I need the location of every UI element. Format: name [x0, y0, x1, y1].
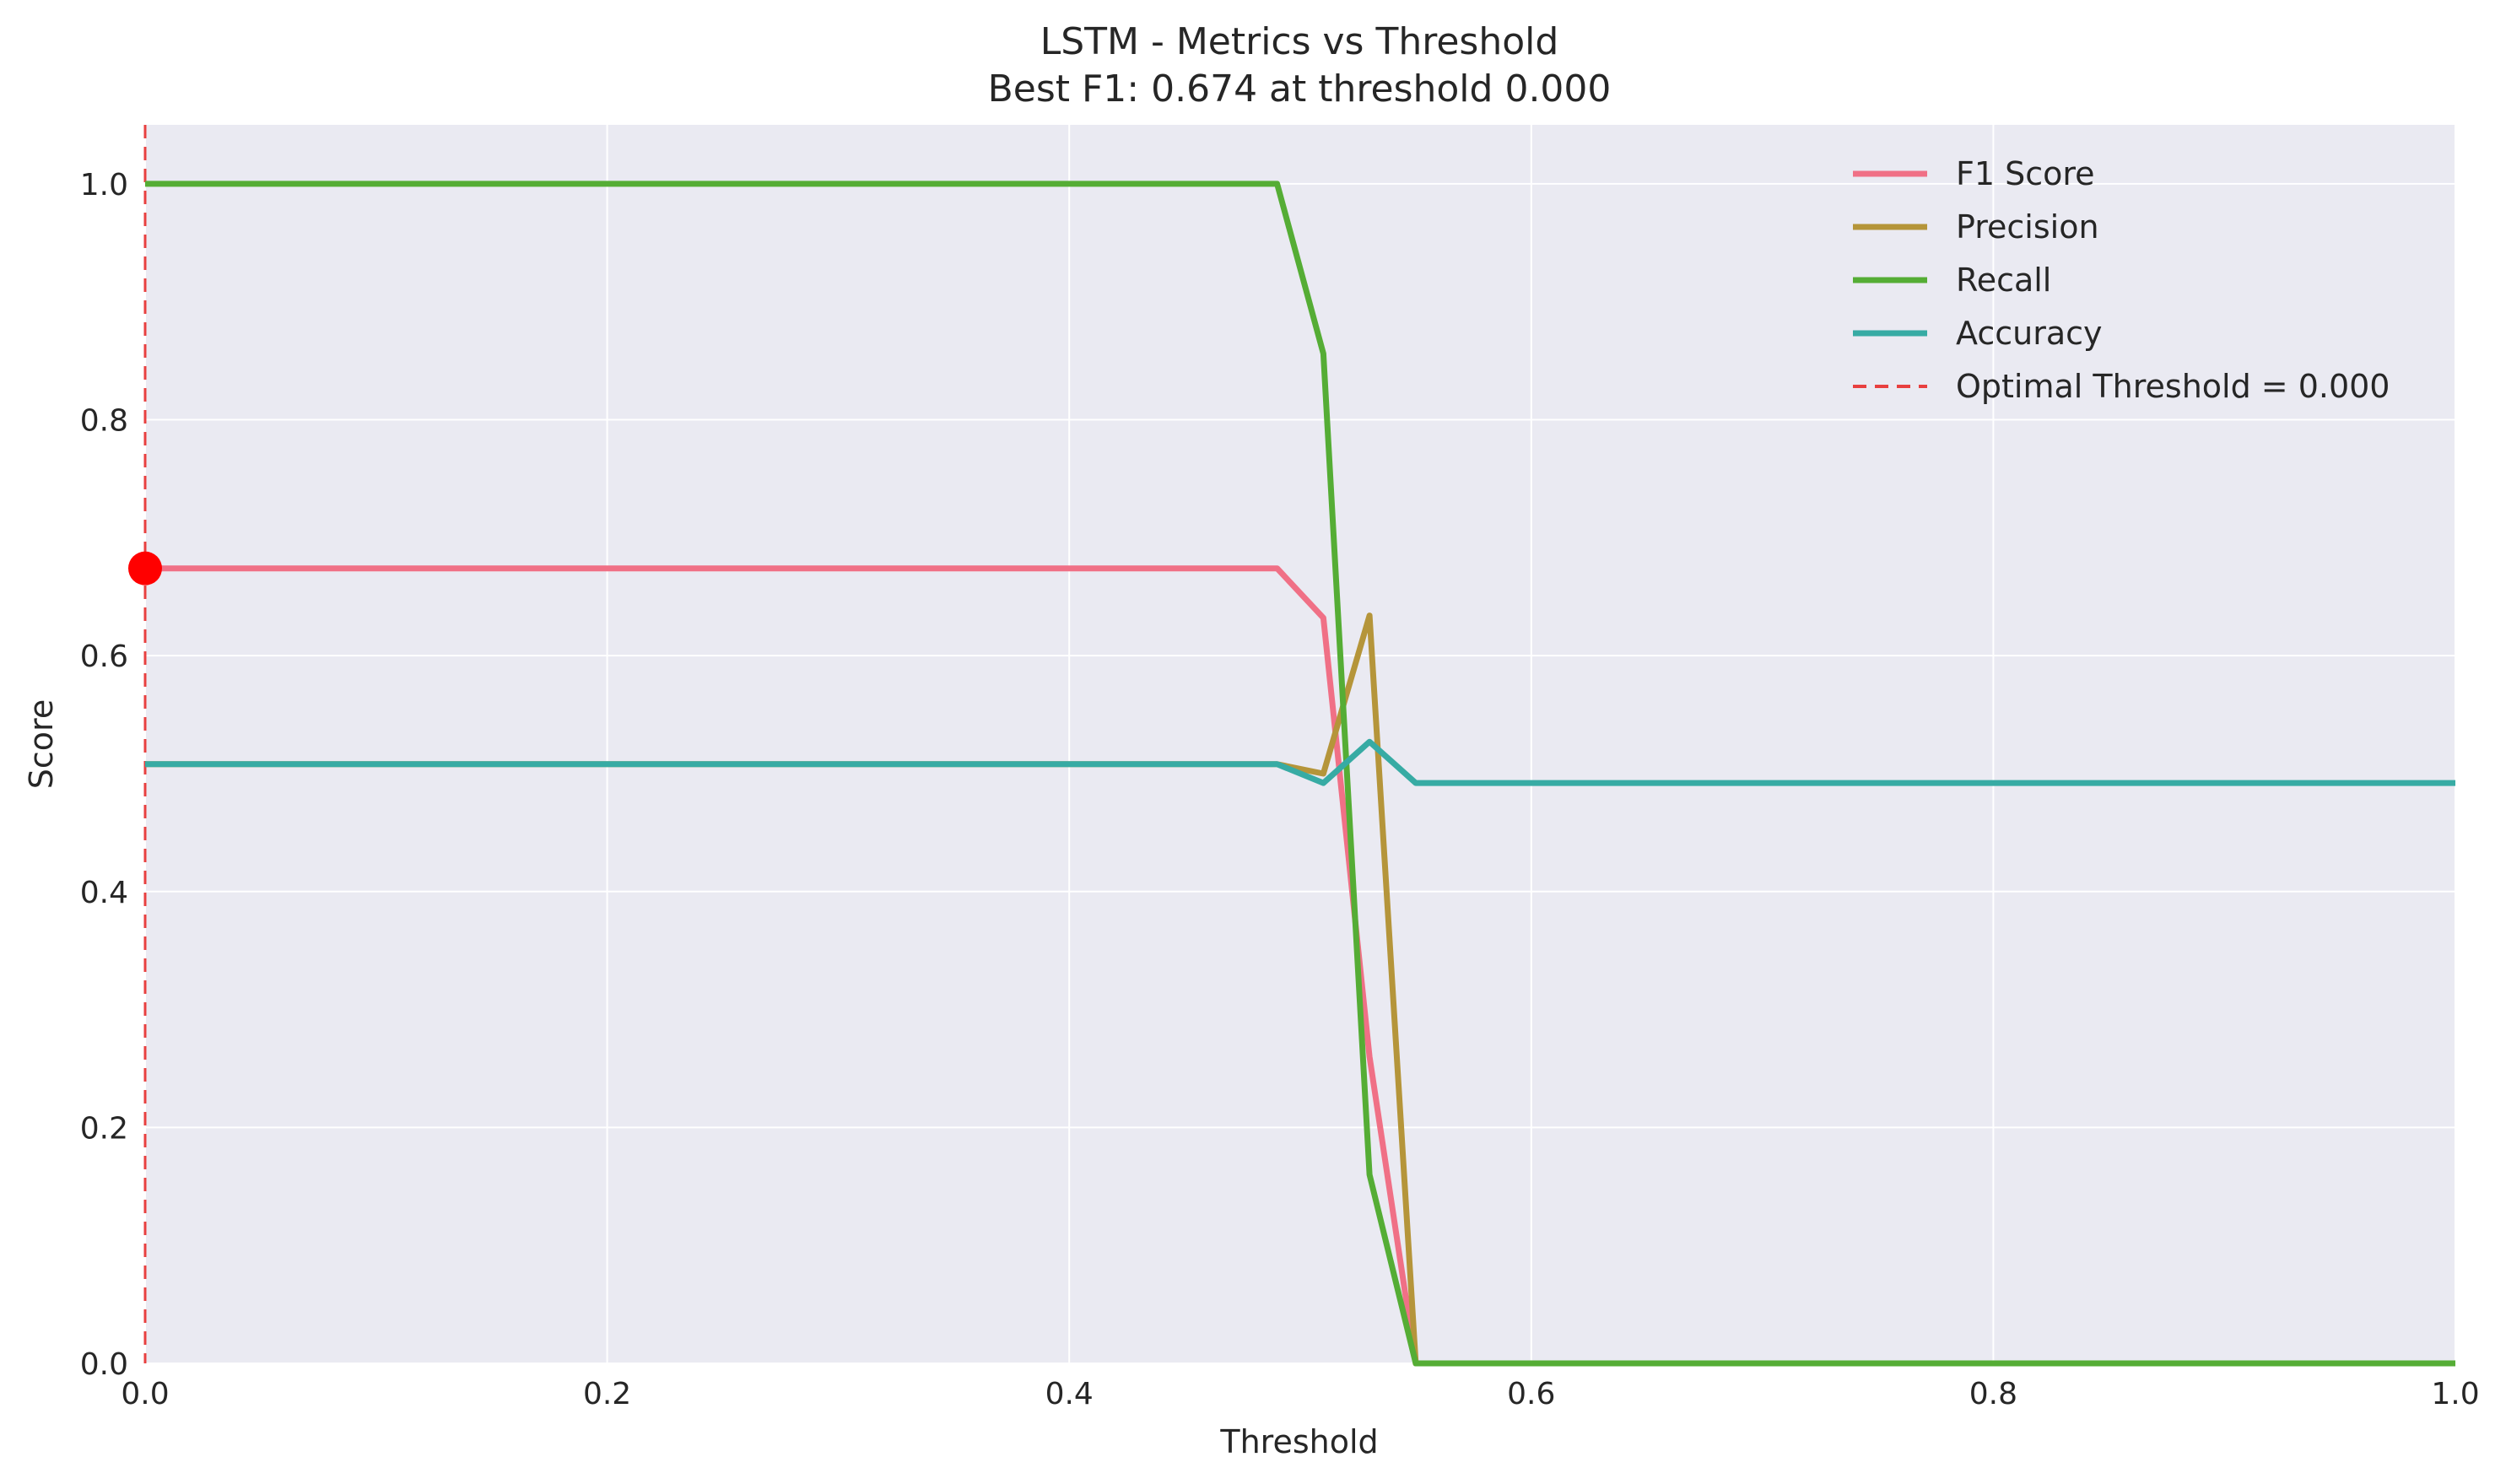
x-axis-label: Threshold	[1219, 1423, 1378, 1460]
best-f1-marker	[128, 551, 162, 586]
x-tick-label: 0.2	[583, 1377, 631, 1411]
y-tick-labels: 0.0 0.2 0.4 0.6 0.8 1.0	[80, 168, 128, 1382]
y-tick-label: 0.6	[80, 639, 128, 674]
y-axis-label: Score	[23, 699, 60, 789]
series-line-accuracy	[145, 738, 2455, 786]
series-layer	[128, 125, 2455, 1367]
y-tick-label: 0.2	[80, 1111, 128, 1146]
legend-label-optimal-threshold: Optimal Threshold = 0.000	[1956, 368, 2390, 405]
x-tick-label: 0.0	[121, 1377, 169, 1411]
chart-subtitle: Best F1: 0.674 at threshold 0.000	[988, 67, 1612, 111]
y-tick-label: 0.8	[80, 404, 128, 439]
y-tick-label: 1.0	[80, 168, 128, 202]
y-tick-label: 0.4	[80, 876, 128, 910]
plot-area	[145, 125, 2455, 1363]
y-tick-label: 0.0	[80, 1347, 128, 1382]
legend: F1 Score Precision Recall Accuracy Optimal T…	[1853, 155, 2390, 405]
legend-label-recall: Recall	[1956, 262, 2051, 299]
x-tick-label: 1.0	[2431, 1377, 2479, 1411]
x-tick-label: 0.4	[1045, 1377, 1094, 1411]
x-tick-label: 0.8	[1969, 1377, 2017, 1411]
x-tick-labels: 0.0 0.2 0.4 0.6 0.8 1.0	[121, 1377, 2479, 1411]
legend-label-f1-score: F1 Score	[1956, 155, 2095, 192]
legend-label-precision: Precision	[1956, 208, 2099, 246]
chart-title: LSTM - Metrics vs Threshold	[1040, 20, 1559, 63]
x-tick-label: 0.6	[1507, 1377, 1555, 1411]
legend-label-accuracy: Accuracy	[1956, 315, 2103, 352]
